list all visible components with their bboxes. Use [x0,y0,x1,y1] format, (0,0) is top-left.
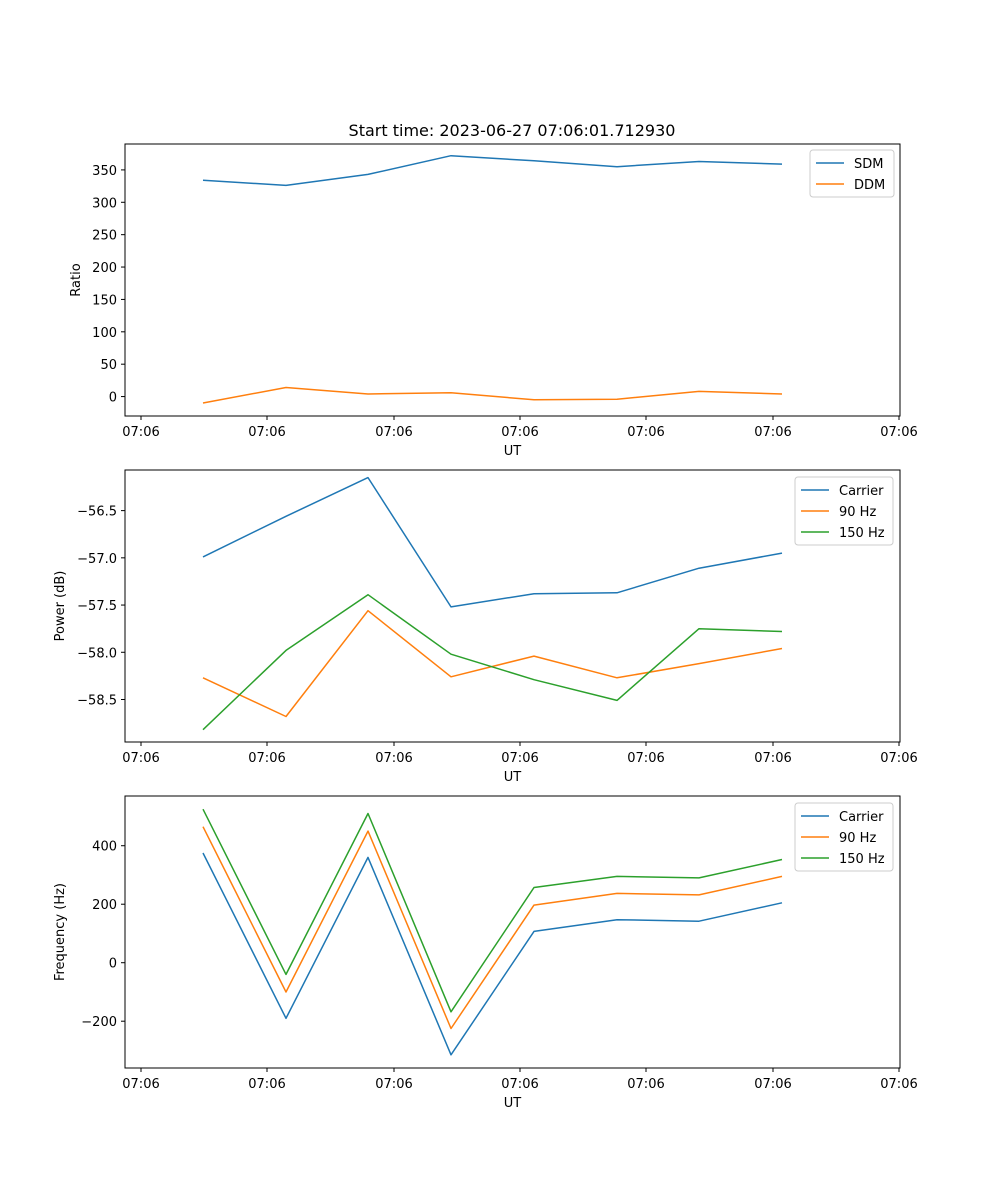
plot-frame [124,795,901,1069]
y-tick-label: 50 [100,358,117,373]
plot-frame [124,143,901,417]
x-tick-label: 07:06 [754,751,791,766]
legend-label: 150 Hz [839,852,885,867]
x-tick-label: 07:06 [880,751,917,766]
x-tick-label: 07:06 [248,751,285,766]
y-tick-label: 0 [109,957,117,972]
panel-1: 07:06 07:06 07:06 07:06 07:06 07:06 07:06 UT 0 50… [69,143,918,459]
x-tick-label: 07:06 [627,425,664,440]
x-tick-label: 07:06 [122,751,159,766]
x-tick-label: 07:06 [375,425,412,440]
legend: SDM DDM [809,149,895,198]
y-tick-label: −56.5 [77,505,117,520]
legend-label: 150 Hz [839,526,885,541]
legend-box [809,149,895,198]
y-axis-label: Power (dB) [53,571,68,642]
y-tick-label: −57.0 [77,552,117,567]
y-tick-label: 150 [92,293,117,308]
plot-frame [124,469,901,743]
y-tick-label: 200 [92,261,117,276]
series-line-ddm [202,386,783,404]
series-line-150-hz [202,808,783,1013]
x-tick-label: 07:06 [501,425,538,440]
y-tick-label: 300 [92,196,117,211]
y-tick-label: 200 [92,898,117,913]
x-tick-label: 07:06 [375,751,412,766]
panel-2: 07:06 07:06 07:06 07:06 07:06 07:06 07:06 UT −58… [53,469,918,785]
x-tick-label: 07:06 [248,1077,285,1092]
y-tick-label: −57.5 [77,599,117,614]
series-line-carrier [202,852,783,1056]
legend-label: DDM [854,178,885,193]
x-tick-label: 07:06 [248,425,285,440]
legend-label: 90 Hz [839,831,876,846]
legend-box [794,476,894,546]
legend-label: Carrier [839,810,884,825]
series-line-150-hz [202,593,783,731]
x-tick-label: 07:06 [754,425,791,440]
x-tick-label: 07:06 [627,1077,664,1092]
legend-label: 90 Hz [839,505,876,520]
y-tick-label: −200 [81,1015,117,1030]
y-tick-label: −58.5 [77,694,117,709]
x-axis-label: UT [504,444,522,459]
panel-3: 07:06 07:06 07:06 07:06 07:06 07:06 07:06 UT −20… [53,795,918,1111]
x-tick-label: 07:06 [754,1077,791,1092]
y-tick-label: 350 [92,164,117,179]
x-tick-label: 07:06 [375,1077,412,1092]
y-tick-label: 400 [92,840,117,855]
x-tick-label: 07:06 [880,425,917,440]
figure-title: Start time: 2023-06-27 07:06:01.712930 [349,121,676,140]
x-tick-label: 07:06 [501,1077,538,1092]
y-tick-label: −58.0 [77,646,117,661]
y-axis-label: Ratio [69,263,84,296]
x-tick-label: 07:06 [880,1077,917,1092]
y-tick-label: 100 [92,326,117,341]
legend-label: SDM [854,157,883,172]
panels: 07:06 07:06 07:06 07:06 07:06 07:06 07:06 UT 0 50… [53,143,918,1111]
x-axis-label: UT [504,1096,522,1111]
legend-box [794,802,894,872]
series-line-sdm [202,154,783,187]
y-tick-label: 250 [92,229,117,244]
x-axis-label: UT [504,770,522,785]
x-tick-label: 07:06 [122,425,159,440]
legend-label: Carrier [839,484,884,499]
y-axis-label: Frequency (Hz) [53,883,68,981]
x-tick-label: 07:06 [627,751,664,766]
legend: Carrier 90 Hz 150 Hz [794,476,894,546]
x-tick-label: 07:06 [501,751,538,766]
x-tick-label: 07:06 [122,1077,159,1092]
legend: Carrier 90 Hz 150 Hz [794,802,894,872]
series-line-carrier [202,476,783,608]
series-line-90-hz [202,826,783,1030]
y-tick-label: 0 [109,391,117,406]
